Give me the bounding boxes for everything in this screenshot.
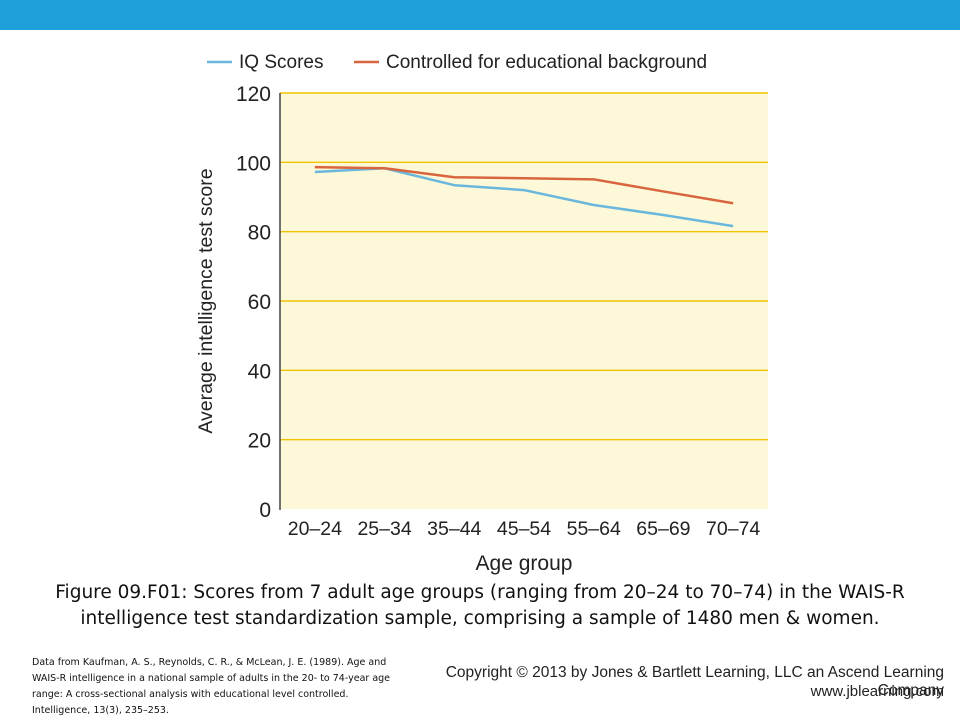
legend-label: IQ Scores xyxy=(239,52,323,73)
series-line-2 xyxy=(314,165,734,205)
y-tick-label: 40 xyxy=(248,360,271,383)
y-axis-title: Average intelligence test score xyxy=(195,168,217,433)
y-tick-label: 0 xyxy=(259,499,271,522)
website-text: www.jblearning.com xyxy=(810,683,944,700)
x-tick-label: 20–24 xyxy=(288,518,342,540)
header-bar xyxy=(0,0,960,30)
x-tick-label: 45–54 xyxy=(497,518,551,540)
y-tick-label: 120 xyxy=(236,83,271,106)
y-tick-label: 20 xyxy=(248,430,271,453)
x-tick-label: 65–69 xyxy=(636,518,690,540)
figure-caption: Figure 09.F01: Scores from 7 adult age g… xyxy=(55,582,905,629)
line-chart: 0 20 40 60 80 100 120 20–24 25–34 35–44 45–54 55–64… xyxy=(195,52,768,575)
legend-label: Controlled for educational background xyxy=(386,52,707,73)
x-tick-label: 55–64 xyxy=(567,518,621,540)
y-tick-label: 80 xyxy=(248,222,271,245)
y-tick-label: 60 xyxy=(248,291,271,314)
y-tick-label: 100 xyxy=(236,152,271,175)
x-axis-title: Age group xyxy=(476,552,573,575)
x-tick-label: 35–44 xyxy=(427,518,481,540)
x-tick-label: 25–34 xyxy=(357,518,411,540)
copyright-text: Copyright © 2013 by Jones & Bartlett Lea… xyxy=(445,664,944,699)
x-tick-label: 70–74 xyxy=(706,518,760,540)
source-note: Data from Kaufman, A. S., Reynolds, C. R… xyxy=(32,657,391,716)
